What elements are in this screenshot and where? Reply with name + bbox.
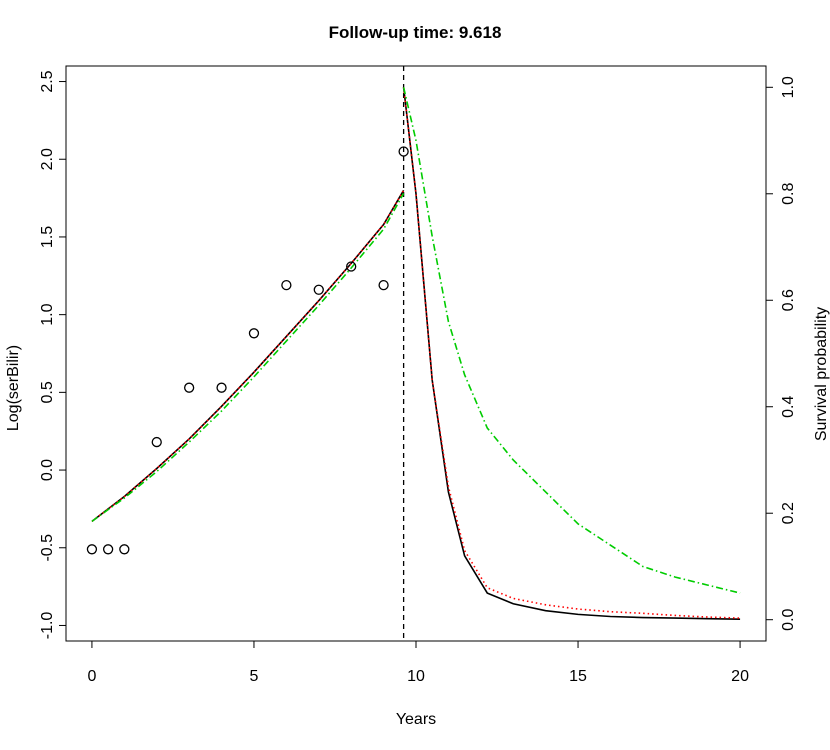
x-tick-label-3: 15: [569, 668, 587, 685]
observation-point-9: [346, 261, 357, 272]
observation-point-8: [313, 284, 324, 295]
observation-points: [86, 146, 409, 555]
y-left-tick-label-4: 1.0: [39, 303, 56, 325]
longitudinal-line-0: [91, 189, 405, 522]
survival-line-0: [402, 87, 741, 620]
y-left-tick-label-2: 0.0: [39, 459, 56, 481]
y-right-tick-label-3: 0.6: [780, 289, 797, 311]
observation-point-2: [119, 544, 130, 555]
observation-point-3: [151, 436, 162, 448]
y-right-tick-label-0: 0.0: [780, 608, 797, 630]
y-right-tick-label-2: 0.4: [780, 396, 797, 418]
observation-point-4: [183, 382, 195, 393]
plot-frame: [65, 65, 767, 642]
longitudinal-lines: [91, 189, 405, 522]
y-right-tick-label-5: 1.0: [780, 76, 797, 98]
y-left-tick-label-0: -1.0: [39, 612, 56, 640]
y-left-tick-label-3: 0.5: [39, 381, 56, 403]
y-left-tick-label-5: 1.5: [39, 226, 56, 248]
observation-point-10: [378, 279, 389, 291]
y-left-tick-label-1: -0.5: [39, 534, 56, 562]
observation-point-0: [86, 544, 98, 555]
x-axis: 0 5 10 15 20: [87, 641, 749, 685]
y-right-tick-label-4: 0.8: [780, 183, 797, 205]
observation-point-1: [102, 544, 114, 555]
survival-line-2: [402, 87, 741, 594]
x-tick-label-0: 0: [87, 668, 96, 685]
x-tick-label-1: 5: [250, 668, 259, 685]
y-left-axis-label: Log(serBilir): [5, 345, 22, 431]
y-right-tick-label-1: 0.2: [780, 502, 797, 524]
observation-point-7: [281, 279, 292, 291]
survival-line-1: [402, 87, 741, 619]
y-left-tick-label-7: 2.5: [39, 70, 56, 92]
chart-title: Follow-up time: 9.618: [329, 23, 502, 42]
longitudinal-line-1: [91, 189, 405, 522]
observation-point-11: [398, 146, 409, 157]
y-right-axis-label: Survival probability: [813, 307, 830, 441]
y-left-axis: -1.0 -0.5 0.0 0.5 1.0 1.5 2.0 2.5: [39, 70, 66, 639]
observation-point-5: [216, 382, 227, 393]
survival-lines: [402, 87, 741, 620]
longitudinal-line-2: [91, 193, 405, 522]
x-tick-label-4: 20: [731, 668, 749, 685]
y-right-axis: 0.0 0.2 0.4 0.6 0.8 1.0: [766, 76, 797, 631]
x-tick-label-2: 10: [407, 668, 425, 685]
observation-point-6: [248, 328, 260, 339]
x-axis-label: Years: [396, 711, 436, 728]
y-left-tick-label-6: 2.0: [39, 148, 56, 170]
